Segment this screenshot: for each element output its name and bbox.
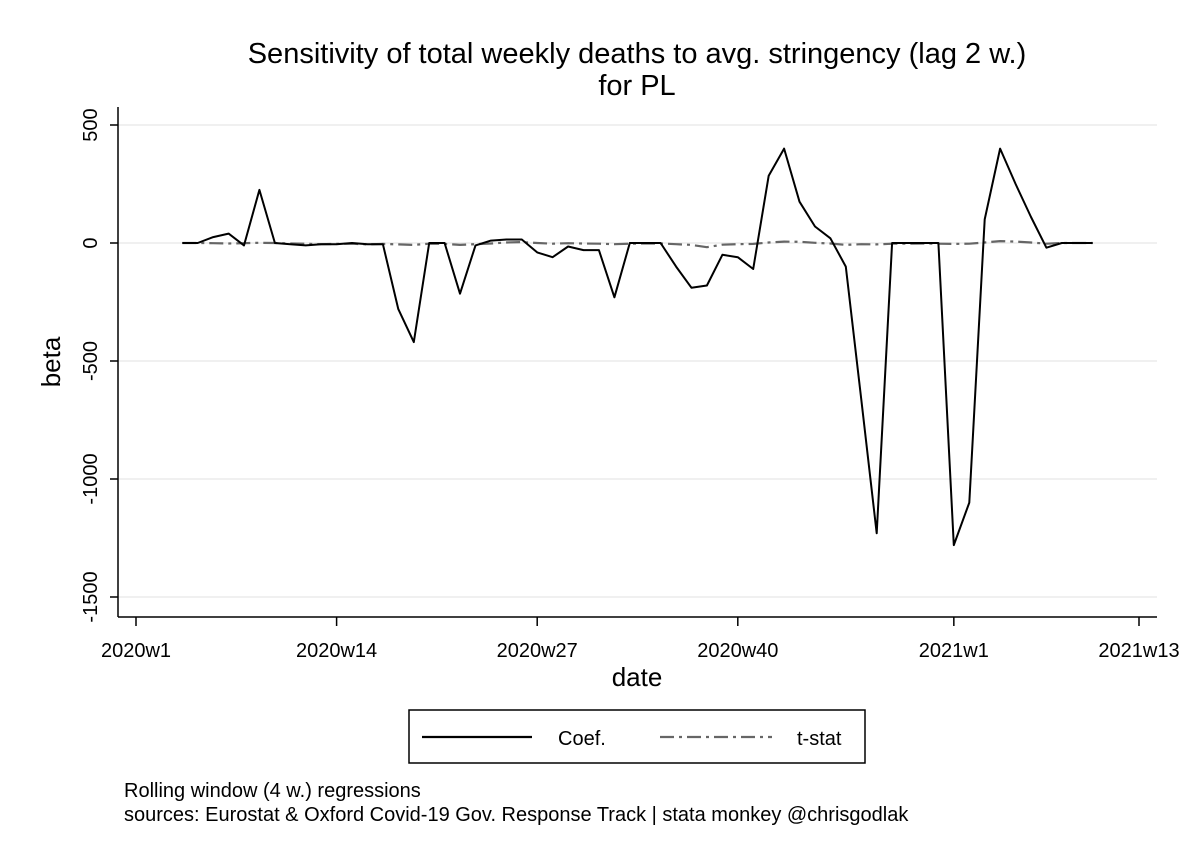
x-tick-label: 2020w14 xyxy=(296,640,377,662)
x-axis-ticks: 2020w1 2020w14 2020w27 2020w40 2021w1 2021w13 xyxy=(101,617,1180,662)
legend: Coef. t-stat xyxy=(408,709,866,764)
x-tick-label: 2020w40 xyxy=(697,640,778,662)
y-tick-label: -500 xyxy=(80,341,102,381)
x-tick-label: 2021w1 xyxy=(919,640,989,662)
chart-title: Sensitivity of total weekly deaths to av… xyxy=(248,38,1027,70)
series-line-tstat xyxy=(182,240,1093,249)
legend-label-coef: Coef. xyxy=(558,728,606,750)
y-tick-label: -1500 xyxy=(80,571,102,622)
series-lines xyxy=(182,147,1093,547)
x-tick-label: 2021w13 xyxy=(1098,640,1179,662)
series-line-coef xyxy=(182,147,1093,547)
note-line-2: sources: Eurostat & Oxford Covid-19 Gov.… xyxy=(124,804,909,826)
y-tick-label: 0 xyxy=(80,237,102,248)
x-tick-label: 2020w27 xyxy=(497,640,578,662)
y-axis-label: beta xyxy=(36,336,66,387)
y-tick-label: 500 xyxy=(80,108,102,141)
note-line-1: Rolling window (4 w.) regressions xyxy=(124,780,421,802)
legend-label-tstat: t-stat xyxy=(797,728,842,750)
x-tick-label: 2020w1 xyxy=(101,640,171,662)
x-axis-label: date xyxy=(612,662,663,692)
y-axis-ticks: 500 0 -500 -1000 -1500 xyxy=(80,108,118,623)
y-tick-label: -1000 xyxy=(80,453,102,504)
chart-subtitle: for PL xyxy=(598,70,675,102)
